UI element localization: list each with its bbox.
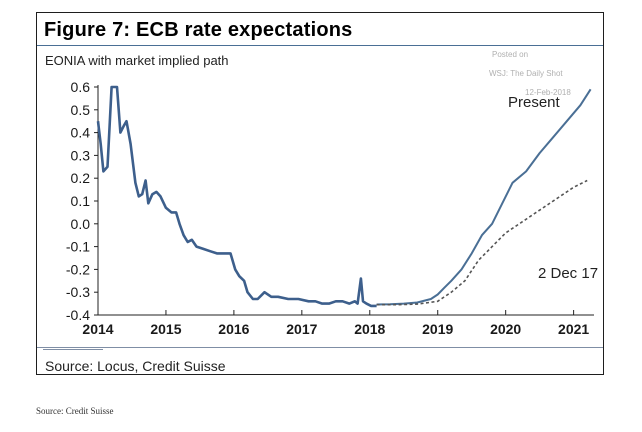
ecb-rate-chart: 0.6 0.5 0.4 0.3 0.2 0.1 0.0 -0.1 -0.2 -0.3 -0.4 20… — [66, 79, 598, 337]
figure-frame: Figure 7: ECB rate expectations EONIA wi… — [36, 12, 604, 375]
x-tick-label: 2014 — [82, 321, 113, 337]
y-tick-label: 0.2 — [71, 170, 91, 186]
x-axis: 2014 2015 2016 2017 2018 2019 2020 2021 — [82, 310, 594, 337]
x-tick-label: 2019 — [422, 321, 453, 337]
x-tick-label: 2020 — [490, 321, 521, 337]
y-axis: 0.6 0.5 0.4 0.3 0.2 0.1 0.0 -0.1 -0.2 -0.3 -0.4 — [66, 79, 99, 323]
title-divider — [37, 45, 603, 46]
y-tick-label: -0.4 — [66, 307, 90, 323]
x-tick-label: 2015 — [150, 321, 181, 337]
y-tick-label: 0.1 — [71, 193, 91, 209]
y-tick-label: 0.6 — [71, 79, 91, 95]
y-tick-label: 0.5 — [71, 102, 91, 118]
source-divider — [37, 347, 603, 348]
watermark-posted: Posted on — [492, 50, 529, 59]
y-tick-label: -0.3 — [66, 284, 90, 300]
annotation-dec17: 2 Dec 17 — [538, 265, 598, 282]
y-tick-label: -0.1 — [66, 239, 90, 255]
series-line-eonia — [96, 85, 377, 308]
watermark: Posted on WSJ: The Daily Shot 12-Feb-201… — [487, 45, 607, 102]
y-tick-label: 0.4 — [71, 125, 91, 141]
x-tick-label: 2018 — [354, 321, 385, 337]
series-lines — [96, 85, 592, 308]
figure-source: Source: Locus, Credit Suisse — [45, 358, 226, 374]
annotations: Present 2 Dec 17 — [508, 94, 598, 282]
x-tick-label: 2017 — [286, 321, 317, 337]
y-tick-label: -0.2 — [66, 261, 90, 277]
x-tick-label: 2016 — [218, 321, 249, 337]
y-tick-label: 0.0 — [71, 216, 91, 232]
figure-subtitle: EONIA with market implied path — [45, 53, 229, 68]
watermark-date: 12-Feb-2018 — [525, 88, 571, 97]
page-source-note: Source: Credit Suisse — [36, 406, 114, 416]
x-tick-label: 2021 — [558, 321, 589, 337]
source-divider-accent — [43, 349, 103, 350]
series-line-present — [376, 88, 592, 306]
watermark-outlet: WSJ: The Daily Shot — [489, 69, 563, 78]
y-tick-label: 0.3 — [71, 147, 91, 163]
annotation-present: Present — [508, 94, 561, 111]
series-line-dec17 — [376, 179, 588, 306]
figure-title: Figure 7: ECB rate expectations — [44, 19, 353, 41]
